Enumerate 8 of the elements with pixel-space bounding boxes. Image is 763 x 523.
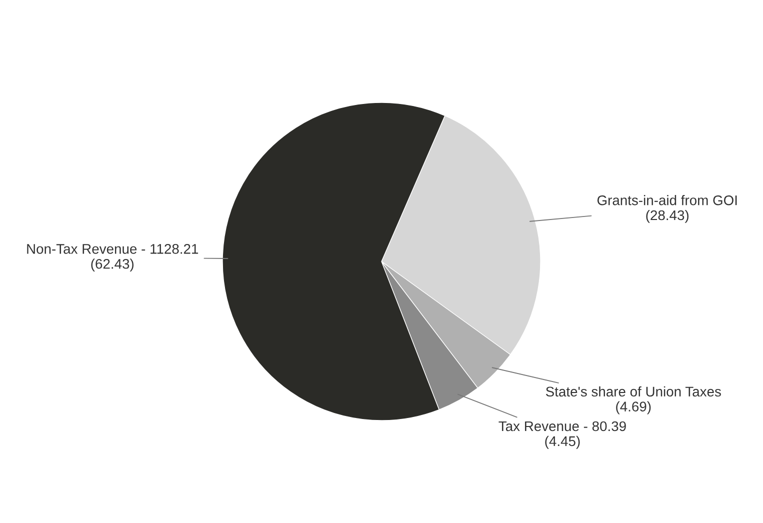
text: (62.43) — [91, 258, 134, 272]
slice-label: Grants-in-aid from GOI — [597, 195, 737, 206]
text: (4.45) — [545, 436, 580, 449]
slice-label: Non-Tax Revenue - 1128.21 — [27, 244, 198, 254]
slice-label: Tax Revenue - 80.39 — [498, 421, 626, 432]
text: (28.43) — [646, 210, 688, 223]
text: (4.69) — [616, 401, 651, 414]
slice-label: State's share of Union Taxes — [546, 386, 721, 397]
